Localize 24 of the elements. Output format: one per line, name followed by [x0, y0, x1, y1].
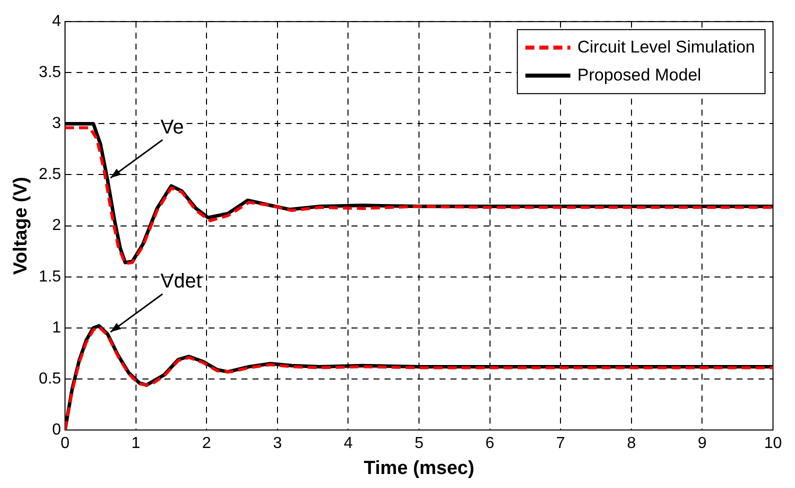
x-tick-label: 4 — [344, 435, 353, 452]
legend-label: Proposed Model — [577, 65, 702, 84]
y-axis-title: Voltage (V) — [10, 176, 32, 275]
y-tick-label: 4 — [52, 13, 62, 30]
y-tick-label: 3 — [52, 115, 62, 132]
x-tick-label: 6 — [485, 435, 494, 452]
x-tick-label: 9 — [698, 435, 707, 452]
x-tick-label: 7 — [556, 435, 566, 452]
x-axis-title: Time (msec) — [364, 458, 474, 479]
x-tick-label: 10 — [764, 435, 782, 452]
y-tick-label: 0 — [52, 421, 62, 438]
y-tick-label: 2 — [52, 217, 62, 234]
x-tick-label: 3 — [272, 435, 282, 452]
annotation: Vdet — [160, 270, 202, 293]
y-tick-label: 0.5 — [38, 370, 62, 388]
x-tick-label: 8 — [626, 435, 636, 452]
y-tick-label: 3.5 — [38, 64, 62, 82]
x-tick-label: 1 — [131, 435, 140, 452]
legend-label: Circuit Level Simulation — [577, 37, 756, 56]
x-tick-label: 5 — [414, 435, 424, 452]
y-tick-label: 1 — [52, 319, 62, 336]
y-tick-label: 2.5 — [38, 166, 62, 184]
x-tick-label: 2 — [202, 435, 212, 452]
y-tick-label: 1.5 — [38, 268, 62, 286]
